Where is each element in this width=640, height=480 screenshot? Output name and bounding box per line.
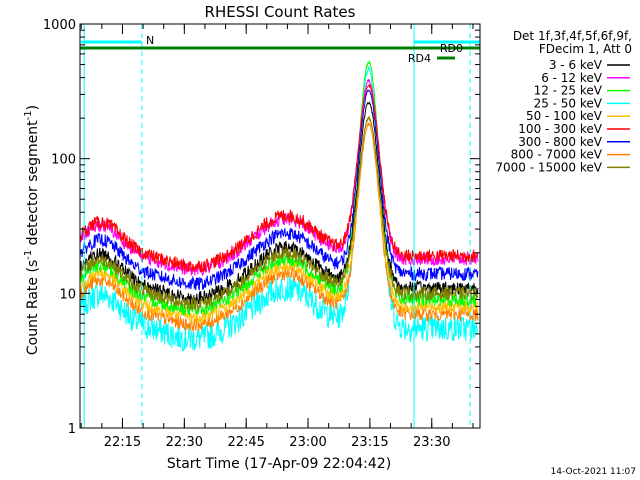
overlay-markers: N RD0 RD4 bbox=[80, 24, 480, 428]
legend-label: 25 - 50 keV bbox=[534, 96, 603, 110]
legend-label: 3 - 6 keV bbox=[549, 58, 603, 72]
x-tick-label: 23:00 bbox=[289, 435, 326, 450]
series-line-1 bbox=[79, 78, 479, 276]
legend-label: 800 - 7000 keV bbox=[511, 148, 603, 162]
legend-label: 100 - 300 keV bbox=[518, 122, 602, 136]
series-line-2 bbox=[79, 59, 479, 316]
y-tick-label: 100 bbox=[51, 153, 76, 168]
y-axis-label: Count Rate (s-1 detector segment-1) bbox=[23, 105, 41, 355]
x-axis-ticks: 22:15 22:30 22:45 23:00 23:15 23:30 bbox=[80, 24, 474, 450]
legend-header-line-2: FDecim 1, Att 0 bbox=[539, 42, 632, 56]
x-tick-label: 22:15 bbox=[104, 435, 141, 450]
x-tick-label: 23:30 bbox=[413, 435, 450, 450]
legend-header-line-1: Det 1f,3f,4f,5f,6f,9f, bbox=[513, 29, 632, 43]
x-tick-label: 22:30 bbox=[166, 435, 203, 450]
legend: Det 1f,3f,4f,5f,6f,9f, FDecim 1, Att 0 3… bbox=[495, 29, 632, 174]
y-axis-ticks: 1 10 100 1000 bbox=[43, 18, 480, 437]
series-line-3 bbox=[79, 65, 479, 352]
rd0-label: RD0 bbox=[440, 42, 463, 55]
night-label: N bbox=[146, 34, 154, 47]
x-tick-label: 22:45 bbox=[227, 435, 264, 450]
legend-label: 7000 - 15000 keV bbox=[495, 160, 602, 174]
footer-date: 14-Oct-2021 11:07 bbox=[551, 467, 636, 477]
y-tick-label: 1 bbox=[68, 422, 76, 437]
y-tick-label: 1000 bbox=[43, 18, 76, 33]
x-tick-label: 23:15 bbox=[351, 435, 388, 450]
legend-label: 300 - 800 keV bbox=[518, 135, 602, 149]
series-line-4 bbox=[79, 115, 479, 324]
chart-title: RHESSI Count Rates bbox=[205, 3, 356, 21]
series-line-6 bbox=[79, 88, 479, 291]
y-tick-label: 10 bbox=[59, 287, 76, 302]
plot-frame bbox=[79, 23, 481, 429]
series-line-8 bbox=[79, 115, 479, 312]
legend-label: 50 - 100 keV bbox=[526, 109, 603, 123]
legend-label: 12 - 25 keV bbox=[534, 84, 603, 98]
legend-label: 6 - 12 keV bbox=[541, 71, 603, 85]
series-lines bbox=[79, 59, 479, 352]
series-line-5 bbox=[79, 83, 479, 273]
x-axis-label: Start Time (17-Apr-09 22:04:42) bbox=[167, 456, 391, 472]
rd4-label: RD4 bbox=[408, 52, 431, 65]
